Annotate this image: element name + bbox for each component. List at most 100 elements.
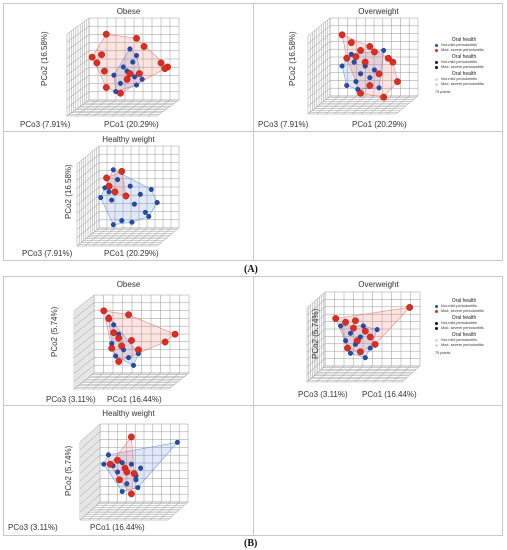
severe-point: [140, 43, 148, 50]
severe-point: [389, 58, 397, 66]
legend-swatch: [435, 310, 438, 313]
grid-line: [306, 328, 326, 346]
normal-point: [348, 330, 354, 336]
legend-title: Oral health: [451, 37, 477, 43]
grid-line: [140, 227, 164, 247]
severe-hull: [91, 33, 169, 94]
legend-swatch: [435, 83, 438, 86]
normal-point: [348, 350, 354, 356]
severe-point: [102, 30, 110, 38]
plot-b-healthy: Healthy weight PCo2 (5.74%) PCo3 (3.11%)…: [4, 406, 253, 535]
normal-point: [127, 46, 133, 52]
severe-point: [366, 43, 374, 50]
normal-point: [374, 327, 380, 333]
severe-point: [343, 54, 351, 62]
legend-swatch: [435, 339, 438, 342]
panel-a-hdivider: [3, 131, 503, 132]
severe-point: [135, 346, 142, 354]
normal-point: [138, 465, 144, 471]
legend-swatch: [435, 49, 438, 52]
z-axis-label: PCo3 (3.11%): [298, 390, 348, 399]
severe-point: [110, 329, 118, 337]
normal-point: [127, 183, 133, 189]
severe-point: [126, 70, 134, 77]
legend-point-count: 75 points: [435, 351, 451, 355]
legend-label: Nor-mild periodontitis: [441, 77, 477, 81]
legend-swatch: [435, 44, 438, 47]
normal-point: [132, 74, 138, 80]
y-axis-label: PCo2 (16.58%): [288, 31, 297, 86]
grid-line: [378, 95, 401, 115]
normal-hull: [108, 316, 139, 366]
severe-point: [357, 47, 364, 54]
legend-item: Nor-mild periodontitis: [434, 338, 494, 343]
normal-point: [115, 469, 121, 475]
plot-a-healthy: Healthy weight PCo2 (16.58%) PCo3 (7.91%…: [4, 132, 253, 260]
normal-point: [376, 85, 382, 91]
normal-point: [174, 439, 180, 445]
normal-point: [119, 488, 125, 494]
legend-item: Nor-mild periodontitis: [434, 60, 494, 65]
z-axis-label: PCo3 (3.11%): [46, 395, 96, 404]
severe-point: [380, 93, 388, 101]
legend-item: Mod- severe periodontitis: [434, 48, 494, 53]
grid-line: [159, 501, 180, 521]
plot-a-overweight: Overweight PCo2 (16.58%) PCo3 (7.91%) PC…: [254, 4, 503, 131]
normal-point: [119, 218, 125, 224]
legend-label: Mod- severe periodontitis: [441, 343, 484, 347]
severe-point: [115, 334, 123, 342]
legend-title: Oral health: [451, 71, 477, 77]
legend-swatch: [435, 305, 438, 308]
normal-point: [353, 79, 359, 85]
legend-item: Mod- severe periodontitis: [434, 343, 494, 348]
severe-point: [342, 318, 349, 326]
normal-point: [110, 167, 116, 173]
grid-line: [66, 91, 90, 109]
grid-line: [306, 336, 326, 353]
severe-point: [102, 84, 110, 91]
x-axis-label: PCo1 (20.29%): [352, 120, 407, 129]
severe-point: [128, 433, 135, 441]
normal-point: [106, 189, 112, 195]
severe-point: [350, 324, 357, 332]
grid-line: [79, 486, 101, 505]
normal-point: [111, 322, 117, 328]
severe-point: [116, 476, 123, 484]
normal-point: [154, 200, 160, 206]
normal-point: [351, 59, 357, 65]
grid-line: [149, 372, 171, 390]
normal-point: [146, 213, 152, 219]
severe-point: [384, 54, 392, 62]
grid-line: [156, 227, 180, 247]
legend-item: Nor-mild periodontitis: [434, 77, 494, 82]
y-axis-label: PCo2 (5.74%): [311, 308, 320, 359]
severe-point: [128, 490, 135, 498]
normal-point: [148, 186, 154, 192]
z-axis-label: PCo3 (7.91%): [22, 249, 73, 258]
severe-point: [98, 51, 106, 59]
grid-line: [79, 470, 101, 489]
severe-point: [93, 59, 101, 67]
grid-line: [392, 365, 411, 383]
severe-point: [114, 456, 122, 464]
legend-swatch: [435, 344, 438, 347]
grid-line: [307, 56, 331, 76]
normal-point: [101, 461, 107, 467]
severe-point: [161, 338, 169, 346]
severe-point: [344, 344, 351, 352]
grid-line: [79, 494, 101, 513]
severe-point: [375, 70, 383, 78]
plot-b-obese: Obese PCo2 (5.74%) PCo3 (3.11%) PCo1 (16…: [4, 277, 253, 405]
severe-point: [108, 344, 116, 352]
normal-point: [137, 191, 143, 197]
grid-line: [387, 95, 410, 115]
normal-point: [109, 197, 115, 203]
grid-line: [130, 372, 152, 390]
legend-swatch: [435, 66, 438, 69]
grid-line: [159, 372, 180, 390]
normal-point: [367, 345, 373, 351]
y-axis-label: PCo2 (16.58%): [64, 164, 73, 219]
normal-point: [134, 53, 140, 59]
normal-point: [130, 59, 136, 65]
